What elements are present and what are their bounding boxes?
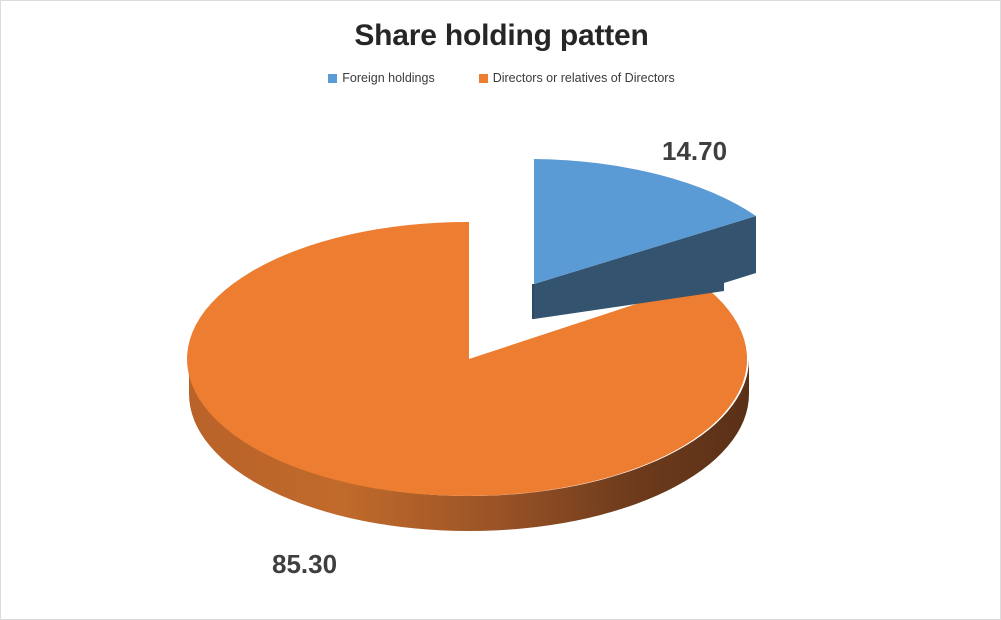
pie-slice-directors-3d[interactable] bbox=[187, 221, 749, 531]
pie-slice-foreign-holdings-3d[interactable] bbox=[532, 159, 756, 319]
pie-slice-directors-side-wall bbox=[189, 359, 749, 531]
legend-item-directors[interactable]: Directors or relatives of Directors bbox=[478, 71, 675, 85]
legend-swatch-orange-icon bbox=[478, 73, 488, 83]
data-label-foreign-holdings: 14.70 bbox=[662, 136, 728, 166]
legend-item-foreign-holdings[interactable]: Foreign holdings bbox=[328, 71, 435, 85]
chart-title: Share holding patten bbox=[354, 19, 649, 52]
chart-legend: Foreign holdings Directors or relatives … bbox=[1, 71, 1000, 85]
legend-label-directors: Directors or relatives of Directors bbox=[492, 71, 675, 85]
pie-slice-foreign-holdings-side-wall bbox=[534, 216, 756, 319]
pie-slice-foreign-holdings-radial-wall bbox=[532, 284, 534, 319]
data-label-directors: 85.30 bbox=[272, 549, 338, 579]
legend-swatch-blue-icon bbox=[328, 73, 338, 83]
pie-slice-foreign-holdings-top bbox=[534, 159, 756, 284]
pie-slice-directors-top bbox=[187, 221, 748, 496]
legend-label-foreign-holdings: Foreign holdings bbox=[342, 71, 435, 85]
